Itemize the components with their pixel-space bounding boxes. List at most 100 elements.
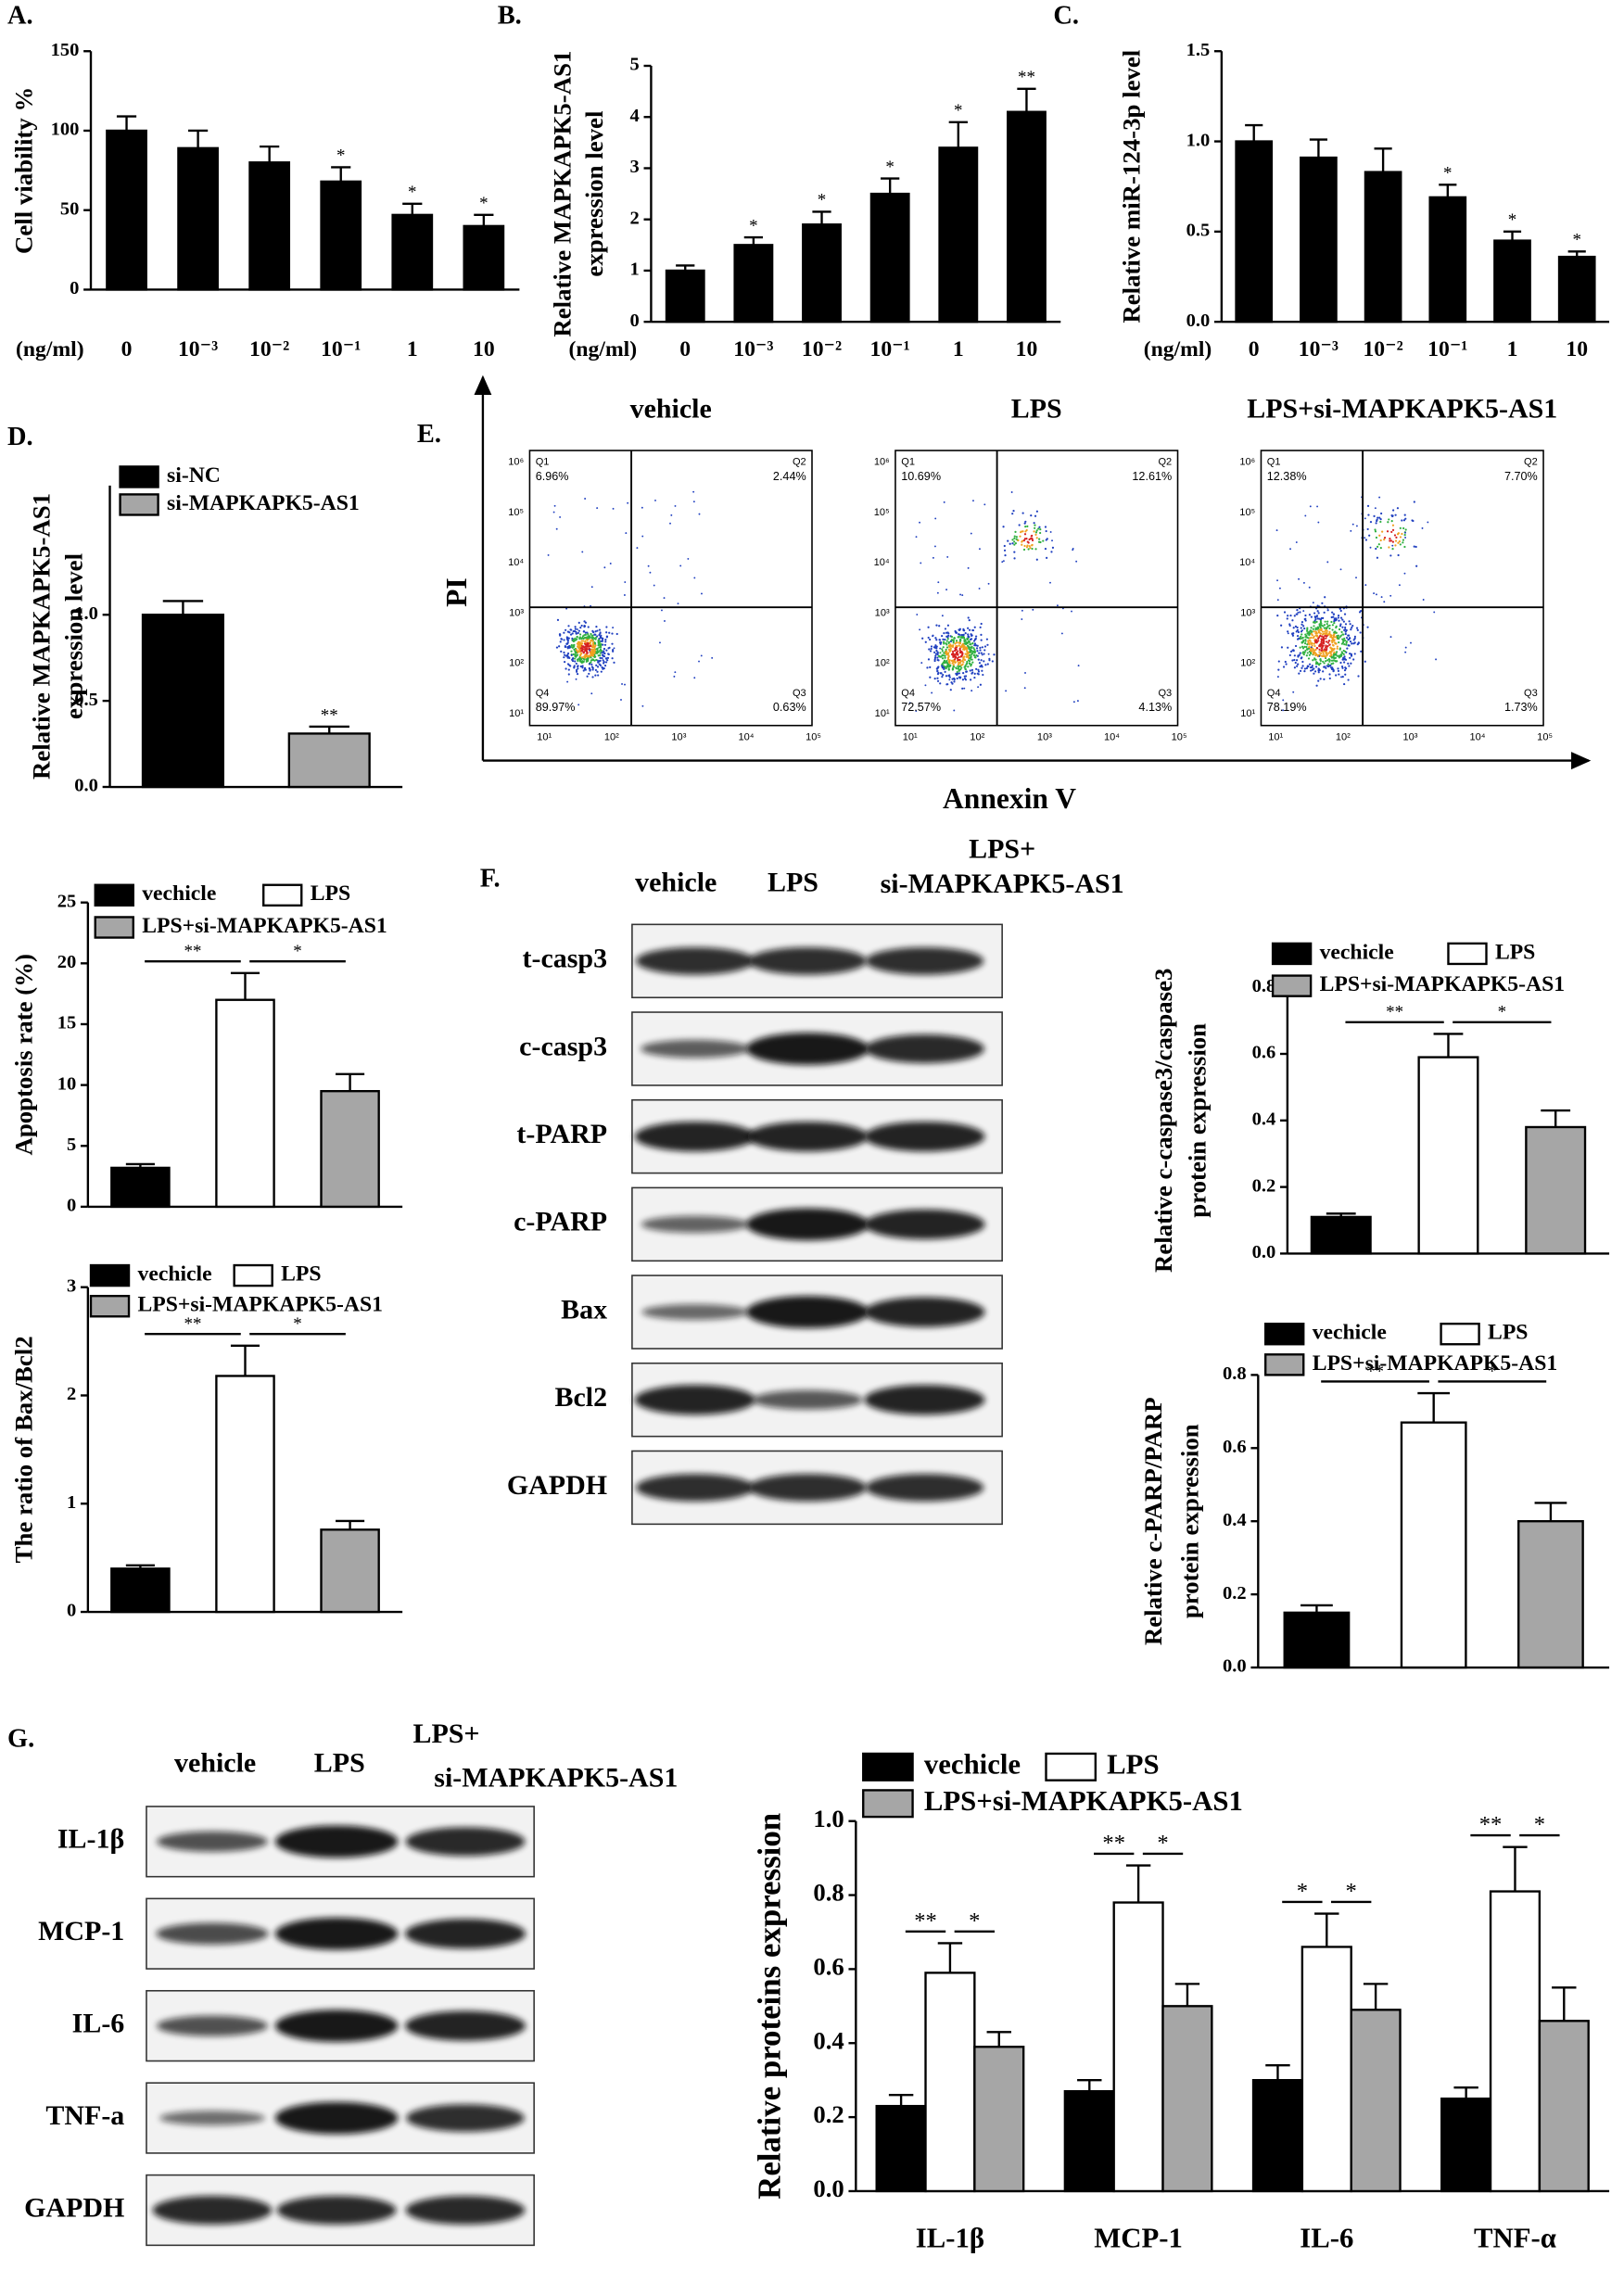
quadrant-percent: 7.70% [1504,470,1538,483]
y-axis-label: PI [440,577,473,607]
band [745,1033,869,1065]
event-dot [605,657,608,660]
event-dot [590,656,592,659]
event-dot [952,664,955,666]
x-tick-label: 10⁴ [738,731,754,742]
event-dot [596,666,600,668]
event-dot [937,671,940,675]
event-dot [1337,669,1340,673]
event-dot [949,643,952,646]
event-dot [606,656,610,660]
event-dot [1328,677,1331,680]
event-dot [1351,523,1354,526]
event-dot [939,682,942,685]
event-dot [926,666,929,669]
band [276,2196,397,2225]
event-dot [947,666,950,668]
event-dot [965,641,968,644]
event-dot [595,648,598,651]
event-dot [1300,623,1303,626]
legend-swatch [89,1294,131,1318]
event-dot [1298,672,1300,675]
event-dot [1001,561,1004,564]
event-dot [1314,648,1317,652]
y-tick-label: 0.0 [1223,1656,1247,1677]
y-axis-label: Apoptosis rate (%) [10,954,38,1155]
quadrant-name: Q2 [1524,457,1538,468]
event-dot [933,545,936,548]
event-dot [608,631,611,634]
lane-label: si-MAPKAPK5-AS1 [434,1762,678,1793]
event-dot [1282,666,1286,668]
event-dot [954,647,957,650]
event-dot [1313,672,1315,675]
event-dot [595,658,598,662]
event-dot [1304,614,1307,617]
event-dot [653,584,655,587]
lane-label: LPS [768,868,818,898]
event-dot [1325,637,1327,640]
event-dot [1350,654,1353,657]
event-dot [929,650,933,653]
event-dot [969,669,971,672]
event-dot [572,629,575,633]
event-dot [1293,658,1296,662]
event-dot [575,668,578,672]
event-dot [1328,643,1331,646]
event-dot [971,690,973,692]
row-label: Bcl2 [554,1382,607,1413]
y-tick-label: 150 [51,40,80,60]
event-dot [1320,654,1324,657]
event-dot [1386,530,1389,533]
event-dot [945,643,948,646]
event-dot [1014,541,1017,545]
event-dot [980,659,983,662]
event-dot [1366,626,1369,628]
event-dot [1333,618,1336,621]
quadrant-name: Q3 [1158,688,1172,699]
band [274,2101,399,2135]
event-dot [1342,620,1345,623]
event-dot [1296,628,1300,631]
event-dot [573,640,576,642]
event-dot [1288,653,1291,657]
event-dot [958,641,961,644]
event-dot [1341,652,1344,654]
event-dot [964,675,968,678]
event-dot [1435,658,1437,661]
event-dot [936,679,940,682]
event-dot [597,654,600,657]
significance: * [1297,1879,1308,1904]
event-dot [975,667,978,670]
event-dot [958,636,960,639]
event-dot [943,632,945,635]
event-dot [978,662,982,665]
event-dot [1300,641,1303,644]
event-dot [1296,634,1300,638]
event-dot [1302,610,1305,613]
x-axis-label: (ng/ml) [1144,337,1212,361]
event-dot [1324,620,1326,623]
event-dot [945,666,947,670]
event-dot [1011,539,1014,541]
y-tick-label: 10⁶ [874,457,890,468]
event-dot [1327,665,1330,667]
event-dot [1031,539,1034,542]
event-dot [1390,530,1393,534]
event-dot [1328,627,1331,630]
event-dot [583,636,587,640]
event-dot [973,644,976,647]
x-axis-label: (ng/ml) [16,337,84,361]
event-dot [568,664,571,666]
event-dot [611,632,614,635]
event-dot [966,660,969,664]
event-dot [973,676,976,679]
event-dot [578,660,582,663]
event-dot [943,652,945,654]
event-dot [972,500,974,502]
x-tick-label: 10¹ [903,731,918,742]
event-dot [945,646,949,649]
event-dot [958,628,961,630]
event-dot [583,625,586,628]
event-dot [953,677,956,680]
